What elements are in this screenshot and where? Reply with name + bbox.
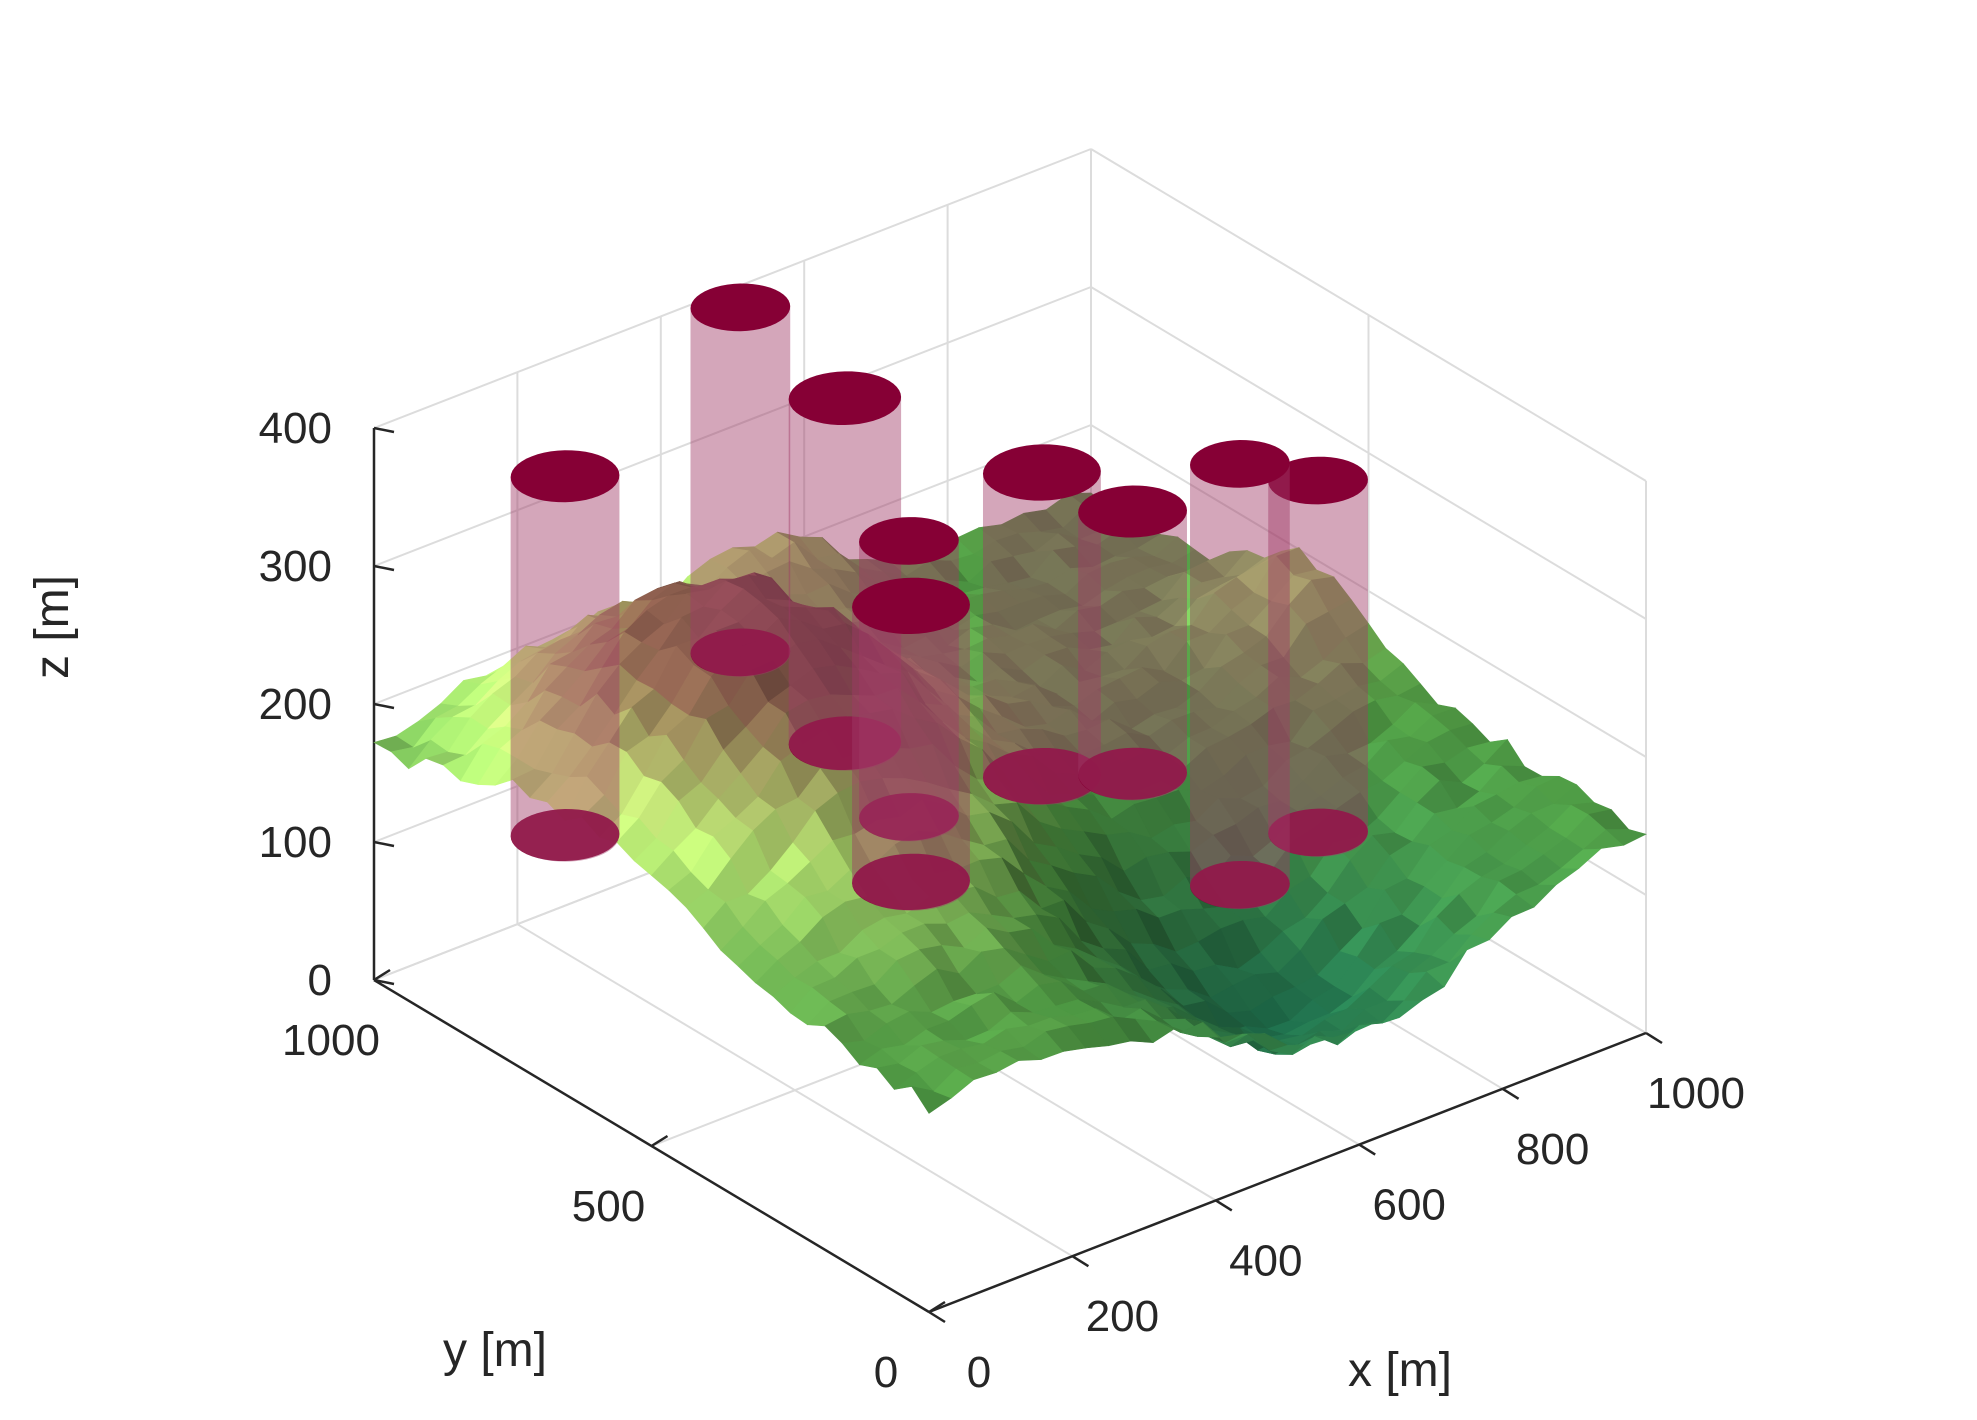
cylinder-top: [982, 444, 1101, 501]
cylinder-top: [788, 371, 902, 426]
x-axis-label: x [m]: [1348, 1344, 1452, 1397]
z-tick-label: 300: [259, 542, 332, 591]
cylinder-body: [1078, 511, 1187, 801]
cylinder: [788, 371, 902, 771]
x-tick-label: 400: [1229, 1236, 1302, 1285]
cylinder-top: [690, 283, 791, 332]
cylinder: [690, 283, 791, 677]
z-tick: [373, 426, 395, 434]
x-tick: [1645, 1031, 1663, 1045]
cylinder: [852, 577, 970, 911]
z-tick: [373, 564, 395, 572]
cylinder-body: [690, 307, 791, 677]
cylinder-top: [1078, 485, 1187, 538]
cylinder: [1078, 485, 1187, 801]
z-tick: [373, 702, 395, 710]
x-tick: [1358, 1143, 1376, 1156]
z-tick-label: 200: [259, 680, 332, 729]
cylinder: [510, 450, 620, 862]
cylinder-group: [510, 283, 1368, 911]
axes-layer: [372, 426, 1663, 1324]
label-layer: x [m] y [m] z [m] 0200400600800100005001…: [26, 404, 1745, 1397]
x-tick-label: 600: [1372, 1181, 1445, 1230]
cylinder-bottom: [788, 716, 902, 771]
x-tick-label: 1000: [1647, 1069, 1745, 1118]
cylinder: [1268, 456, 1368, 857]
cylinder-bottom: [1190, 860, 1290, 909]
cylinder-bottom: [852, 853, 970, 911]
z-tick-label: 0: [308, 956, 332, 1005]
y-tick-label: 1000: [282, 1016, 380, 1065]
x-tick: [1071, 1255, 1090, 1268]
grid-line-z-side: [1090, 424, 1647, 758]
x-tick-label: 200: [1086, 1292, 1159, 1341]
x-tick-label: 0: [967, 1348, 991, 1397]
cylinder-bottom: [1268, 808, 1368, 857]
y-tick-label: 0: [874, 1348, 898, 1397]
cylinder-body: [1190, 463, 1290, 910]
z-tick: [373, 840, 395, 848]
cylinder-body: [982, 472, 1101, 805]
cylinder-body: [788, 398, 902, 771]
z-tick: [373, 978, 395, 986]
z-tick-label: 100: [259, 818, 332, 867]
cylinder-bottom: [690, 628, 791, 677]
cylinder-bottom: [1078, 747, 1187, 800]
cylinder: [1190, 440, 1290, 910]
cylinder-top: [510, 450, 620, 503]
y-tick-label: 500: [572, 1182, 645, 1231]
z-tick-label: 400: [259, 404, 332, 453]
cylinder-top: [852, 577, 970, 635]
cylinder-top: [1190, 440, 1290, 488]
cylinder-top: [859, 517, 959, 565]
grid-line-z-back: [373, 286, 1092, 567]
cylinder-bottom: [859, 793, 959, 841]
cylinder-body: [852, 605, 970, 911]
x-tick: [1501, 1087, 1520, 1100]
x-tick: [1215, 1199, 1233, 1212]
z-axis-label: z [m]: [26, 575, 79, 679]
cylinder-top: [1268, 456, 1368, 505]
y-tick: [928, 1300, 946, 1314]
x-tick-label: 800: [1516, 1125, 1589, 1174]
cylinder-bottom: [510, 809, 620, 862]
cylinder-body: [510, 476, 620, 862]
cylinder: [982, 444, 1101, 805]
grid-line-z-side: [1090, 148, 1647, 482]
cylinder-body: [1268, 480, 1368, 857]
y-tick: [650, 1134, 669, 1148]
y-axis-label: y [m]: [443, 1324, 547, 1377]
cylinder-bottom: [982, 747, 1101, 805]
x-tick: [928, 1310, 946, 1324]
terrain-facet: [1605, 829, 1647, 846]
y-tick: [373, 968, 391, 982]
x-axis-line: [928, 1031, 1647, 1314]
grid-line-z-side: [1090, 286, 1647, 620]
